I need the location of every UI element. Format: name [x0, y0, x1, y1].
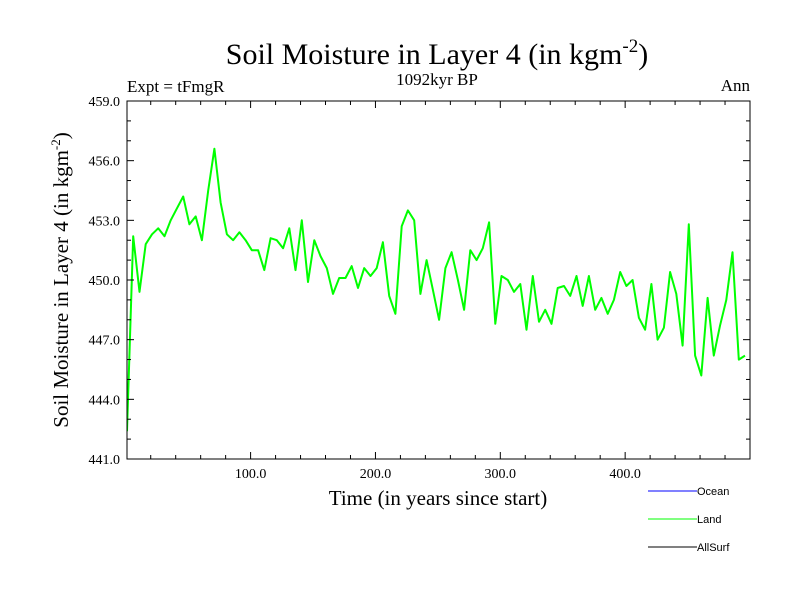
- series-line-land: [127, 147, 746, 432]
- legend-label-allsurf: AllSurf: [697, 542, 730, 554]
- x-tick-label: 100.0: [235, 467, 267, 482]
- y-tick-label: 447.0: [89, 334, 121, 349]
- x-axis-title: Time (in years since start): [329, 486, 548, 510]
- y-tick-label: 453.0: [89, 214, 121, 229]
- y-axis: 441.0 444.0 447.0 450.0 453.0 456.0 459.0: [89, 95, 750, 468]
- season-label: Ann: [721, 76, 751, 95]
- y-tick-label: 444.0: [89, 393, 121, 408]
- chart-subtitle: 1092kyr BP: [396, 70, 478, 89]
- plot-frame: [126, 100, 751, 460]
- legend-label-land: Land: [697, 514, 721, 526]
- x-axis: 100.0 200.0 300.0 400.0: [150, 101, 751, 482]
- expt-label: Expt = tFmgR: [127, 77, 225, 96]
- x-tick-label: 300.0: [485, 467, 517, 482]
- y-tick-label: 456.0: [89, 155, 121, 170]
- y-tick-label: 459.0: [89, 95, 121, 110]
- legend-label-ocean: Ocean: [697, 486, 729, 498]
- y-axis-title: Soil Moisture in Layer 4 (in kgm-2): [48, 132, 73, 427]
- legend: Ocean Land AllSurf: [648, 486, 730, 554]
- x-tick-label: 200.0: [360, 467, 392, 482]
- x-tick-label: 400.0: [609, 467, 641, 482]
- y-tick-label: 441.0: [89, 453, 121, 468]
- y-tick-label: 450.0: [89, 274, 121, 289]
- chart-title: Soil Moisture in Layer 4 (in kgm-2): [226, 36, 648, 71]
